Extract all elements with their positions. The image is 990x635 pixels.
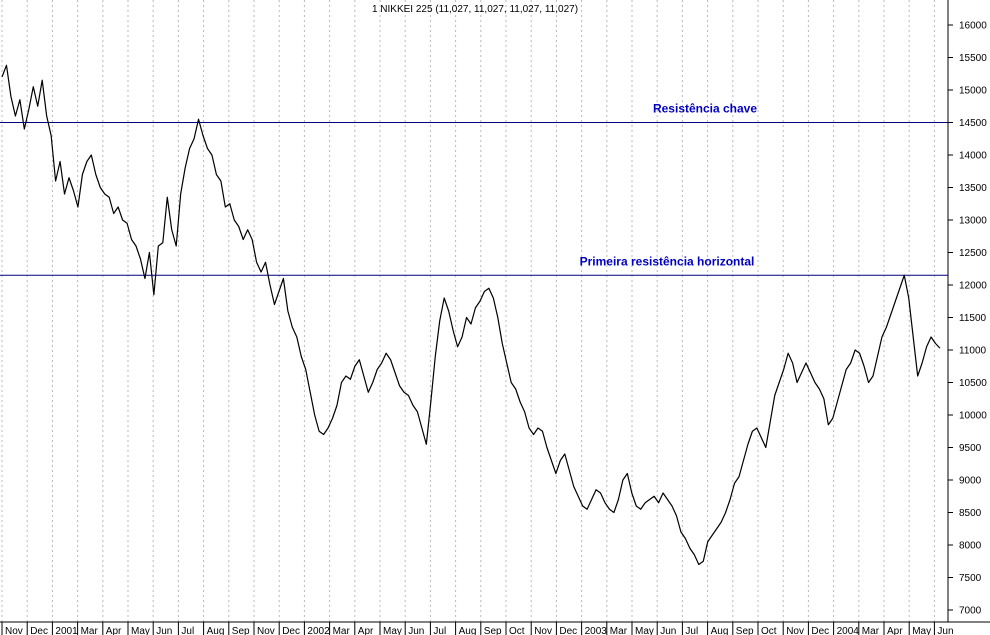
y-tick-label: 12500 [959, 248, 987, 259]
y-tick-label: 14000 [959, 151, 987, 162]
x-tick-label: Nov [257, 626, 275, 635]
x-tick-label: Aug [207, 626, 225, 635]
x-tick-label: Sep [484, 626, 502, 635]
y-tick-label: 13500 [959, 183, 987, 194]
x-tick-label: Dec [811, 626, 829, 635]
x-tick-label: Jun [156, 626, 172, 635]
x-tick-label: Jun [660, 626, 676, 635]
y-tick-label: 9500 [959, 443, 982, 454]
y-tick-label: 11500 [959, 313, 987, 324]
x-tick-label: Jun [937, 626, 953, 635]
y-axis: 7000 7500 8000 8500 9000 9500 10000 10500 11000 1… [948, 21, 987, 617]
x-tick-label: Aug [711, 626, 729, 635]
y-tick-label: 9000 [959, 476, 982, 487]
x-tick-label: Apr [106, 626, 122, 635]
x-tick-label: 2003 [585, 626, 608, 635]
reference-line-label: Primeira resistência horizontal [580, 254, 755, 268]
x-tick-label: Aug [459, 626, 477, 635]
x-tick-label: 2004 [837, 626, 860, 635]
x-tick-label: Dec [30, 626, 48, 635]
reference-lines: Resistência chave Primeira resistência ho… [0, 102, 948, 276]
chart-title: 1 NIKKEI 225 (11,027, 11,027, 11,027, 11… [372, 4, 578, 15]
x-tick-label: May [635, 626, 654, 635]
x-tick-label: Mar [81, 626, 99, 635]
y-tick-label: 11000 [959, 346, 987, 357]
y-tick-label: 7000 [959, 606, 982, 617]
x-tick-label: Dec [559, 626, 577, 635]
x-tick-label: Nov [534, 626, 552, 635]
x-tick-label: May [912, 626, 931, 635]
y-tick-label: 12000 [959, 281, 987, 292]
x-tick-label: Jul [181, 626, 194, 635]
y-tick-label: 10000 [959, 411, 987, 422]
series-line [1, 64, 941, 566]
y-tick-label: 15500 [959, 53, 987, 64]
x-tick-label: Mar [333, 626, 351, 635]
x-tick-label: Sep [232, 626, 250, 635]
price-series [1, 64, 941, 566]
x-tick-label: Apr [358, 626, 374, 635]
y-tick-label: 8000 [959, 541, 982, 552]
x-tick-label: Oct [761, 626, 777, 635]
x-tick-label: 2002 [307, 626, 330, 635]
x-tick-label: Dec [282, 626, 300, 635]
vertical-gridlines [1, 0, 935, 622]
x-tick-label: Jun [408, 626, 424, 635]
x-tick-label: Mar [862, 626, 880, 635]
x-tick-label: Mar [610, 626, 628, 635]
x-tick-label: May [383, 626, 402, 635]
y-tick-label: 15000 [959, 86, 987, 97]
y-tick-label: 16000 [959, 21, 987, 32]
x-tick-label: Nov [5, 626, 23, 635]
x-tick-label: Apr [887, 626, 903, 635]
x-axis: Nov Dec 2001 Mar Apr May Jun Jul Aug Sep Nov Dec 200… [1, 622, 954, 635]
y-tick-label: 7500 [959, 573, 982, 584]
x-tick-label: Jul [433, 626, 446, 635]
y-tick-label: 10500 [959, 378, 987, 389]
y-tick-label: 8500 [959, 508, 982, 519]
x-tick-label: Jul [685, 626, 698, 635]
x-tick-label: 2001 [55, 626, 78, 635]
reference-line-label: Resistência chave [653, 102, 757, 116]
y-tick-label: 13000 [959, 216, 987, 227]
x-tick-label: May [131, 626, 150, 635]
x-tick-label: Sep [736, 626, 754, 635]
x-tick-label: Oct [509, 626, 525, 635]
y-tick-label: 14500 [959, 118, 987, 129]
x-tick-label: Nov [786, 626, 804, 635]
